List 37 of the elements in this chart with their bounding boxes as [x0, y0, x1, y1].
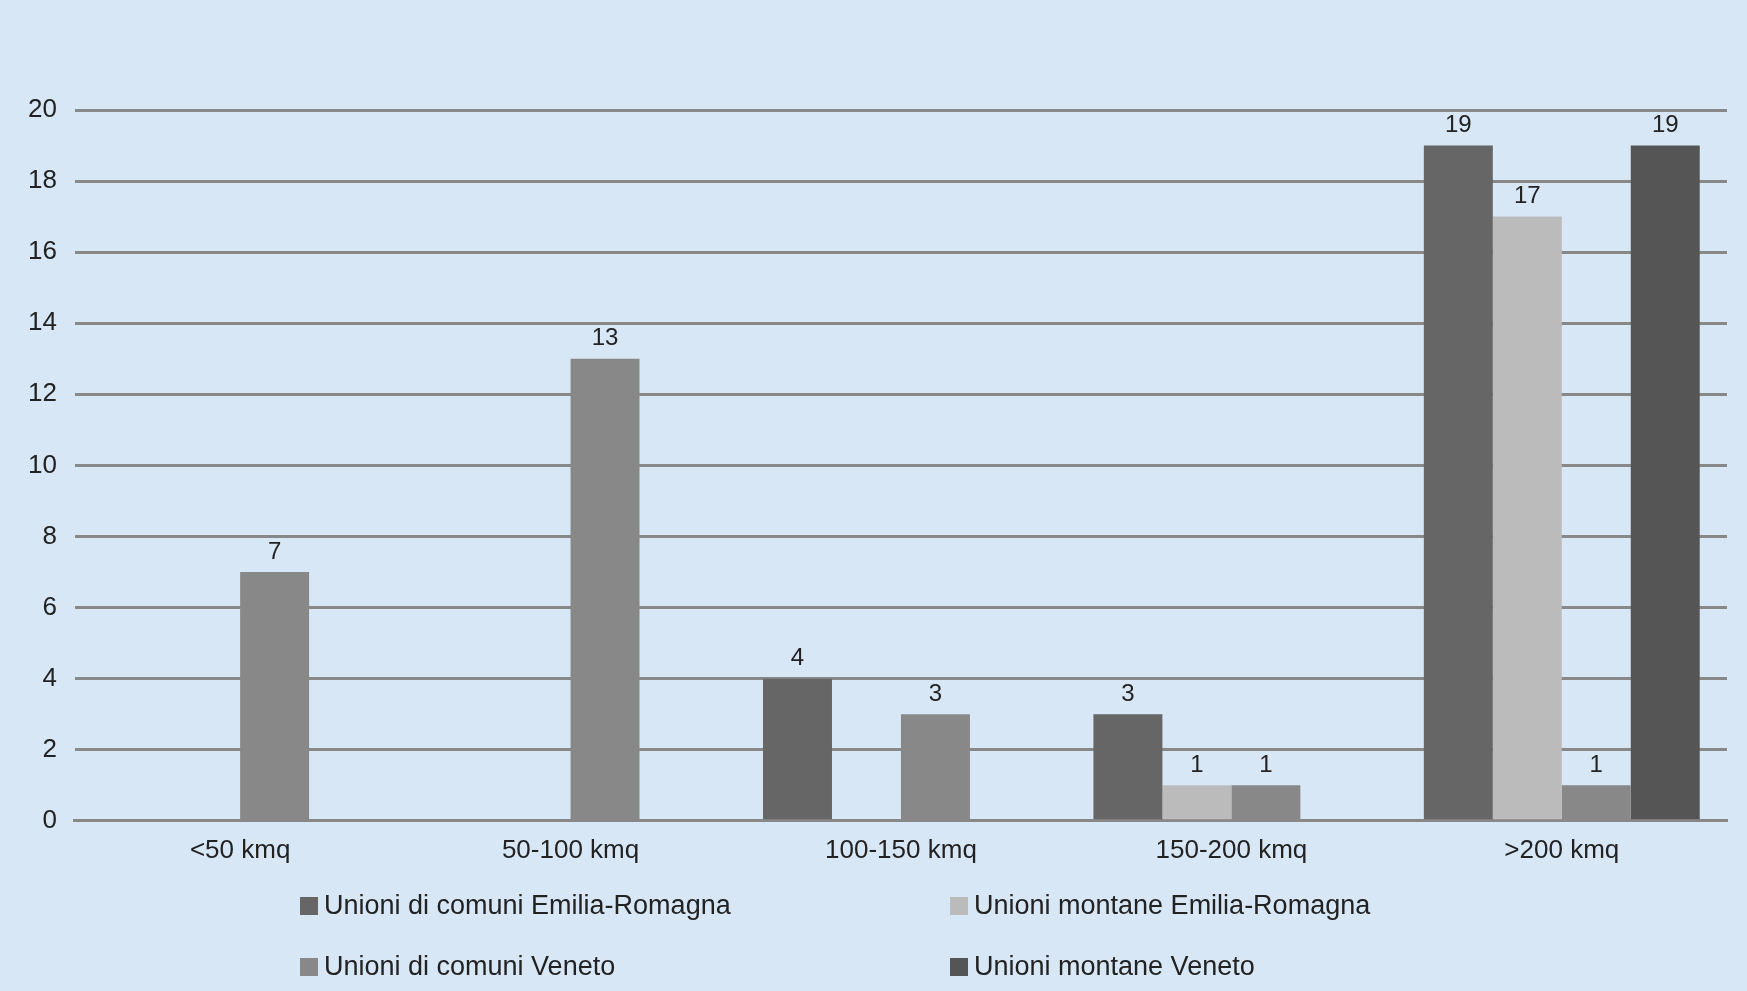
- data-label: 1: [1259, 749, 1273, 777]
- data-label: 19: [1444, 110, 1472, 138]
- y-tick-label: 20: [28, 93, 57, 124]
- x-tick-label: 100-150 kmq: [825, 833, 977, 864]
- data-label: 7: [267, 536, 282, 564]
- y-tick-label: 16: [28, 235, 57, 266]
- data-label: 1: [1190, 749, 1204, 777]
- data-label: 1: [1589, 749, 1603, 777]
- legend-label: Unioni di comuni Emilia-Romagna: [324, 890, 731, 921]
- y-tick-label: 2: [42, 732, 57, 763]
- y-tick-label: 14: [28, 306, 57, 337]
- bar: [1492, 216, 1562, 820]
- bar: [1630, 145, 1700, 820]
- bar: [1093, 714, 1163, 820]
- x-tick-label: >200 kmq: [1504, 833, 1620, 864]
- y-tick-label: 8: [42, 519, 57, 550]
- y-tick-label: 0: [42, 803, 57, 834]
- y-tick-label: 10: [28, 448, 57, 479]
- data-label: 4: [790, 643, 805, 671]
- bar: [763, 678, 832, 820]
- y-tick-label: 12: [28, 377, 57, 408]
- data-label: 3: [928, 678, 943, 706]
- x-tick-label: 50-100 kmq: [501, 833, 640, 864]
- data-label: 19: [1651, 110, 1679, 138]
- data-label: 3: [1121, 678, 1135, 706]
- legend-label: Unioni montane Veneto: [974, 951, 1255, 982]
- data-label: 13: [591, 323, 619, 351]
- data-label: 17: [1513, 181, 1541, 209]
- x-tick-label: 150-200 kmq: [1155, 833, 1308, 864]
- legend-label: Unioni di comuni Veneto: [324, 951, 616, 982]
- bar: [1423, 145, 1493, 820]
- legend-label: Unioni montane Emilia-Romagna: [974, 890, 1371, 921]
- bar: [1162, 785, 1232, 820]
- x-tick-label: <50 kmq: [189, 833, 291, 864]
- y-tick-label: 6: [42, 590, 57, 621]
- y-tick-label: 4: [42, 661, 57, 692]
- y-tick-label: 18: [28, 164, 57, 195]
